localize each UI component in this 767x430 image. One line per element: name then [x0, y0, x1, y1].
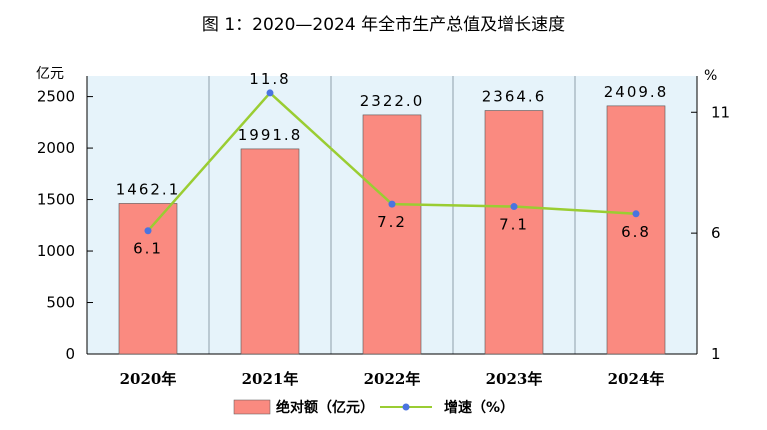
bar-value-label: 1462.1 [116, 180, 181, 198]
growth-value-label: 7.1 [499, 216, 529, 234]
y-left-tick-label: 2500 [37, 88, 75, 106]
y-left-tick-label: 0 [65, 345, 75, 363]
legend-bar-swatch [233, 399, 271, 415]
bar [240, 148, 300, 355]
y-left-tick-label: 1500 [37, 191, 75, 209]
x-category-label: 2023年 [486, 370, 543, 388]
growth-value-label: 6.1 [133, 240, 163, 258]
x-category-label: 2020年 [120, 370, 177, 388]
data-labels: 1462.1 1991.8 2322.0 2364.6 2409.8 6.1 11.8 7.2… [116, 70, 669, 258]
growth-value-label: 7.2 [377, 213, 407, 231]
x-category-label: 2024年 [608, 370, 665, 388]
growth-point [388, 200, 396, 208]
y-left-tick-label: 500 [46, 294, 75, 312]
y-right-tick-label: 11 [711, 103, 730, 121]
category-dividers [208, 76, 576, 354]
bar-value-label: 1991.8 [238, 126, 303, 144]
y-left-tick-label: 1000 [37, 242, 75, 260]
bar [606, 105, 666, 355]
chart-title: 图 1：2020—2024 年全市生产总值及增长速度 [201, 15, 566, 35]
legend: 绝对额（亿元） 增速（%） [233, 399, 514, 416]
x-category-label: 2021年 [242, 370, 299, 388]
legend-line-label: 增速（%） [444, 399, 514, 416]
legend-line-marker [402, 403, 410, 411]
y-left-tick-label: 2000 [37, 139, 75, 157]
y-right-tick-label: 6 [711, 224, 721, 242]
bar-value-label: 2322.0 [360, 92, 425, 110]
bar-value-label: 2409.8 [604, 83, 669, 101]
bar [484, 110, 544, 355]
legend-bar-label: 绝对额（亿元） [276, 399, 374, 416]
bar-value-label: 2364.6 [482, 88, 547, 106]
x-axis-categories: 2020年 2021年 2022年 2023年 2024年 [120, 370, 665, 388]
y-left-unit: 亿元 [36, 66, 64, 82]
growth-point [266, 89, 274, 97]
growth-value-label: 11.8 [249, 70, 290, 88]
y-axis-left: 0 500 1000 1500 2000 2500 [37, 88, 93, 363]
bar [118, 203, 178, 355]
growth-point [144, 227, 152, 235]
y-right-tick-label: 1 [711, 345, 721, 363]
growth-value-label: 6.8 [621, 223, 651, 241]
x-category-label: 2022年 [364, 370, 421, 388]
growth-point [632, 210, 640, 218]
bar-series [118, 105, 666, 355]
y-right-unit: % [704, 68, 717, 84]
bar [362, 114, 422, 355]
growth-point [510, 203, 518, 211]
line-series [144, 89, 640, 235]
